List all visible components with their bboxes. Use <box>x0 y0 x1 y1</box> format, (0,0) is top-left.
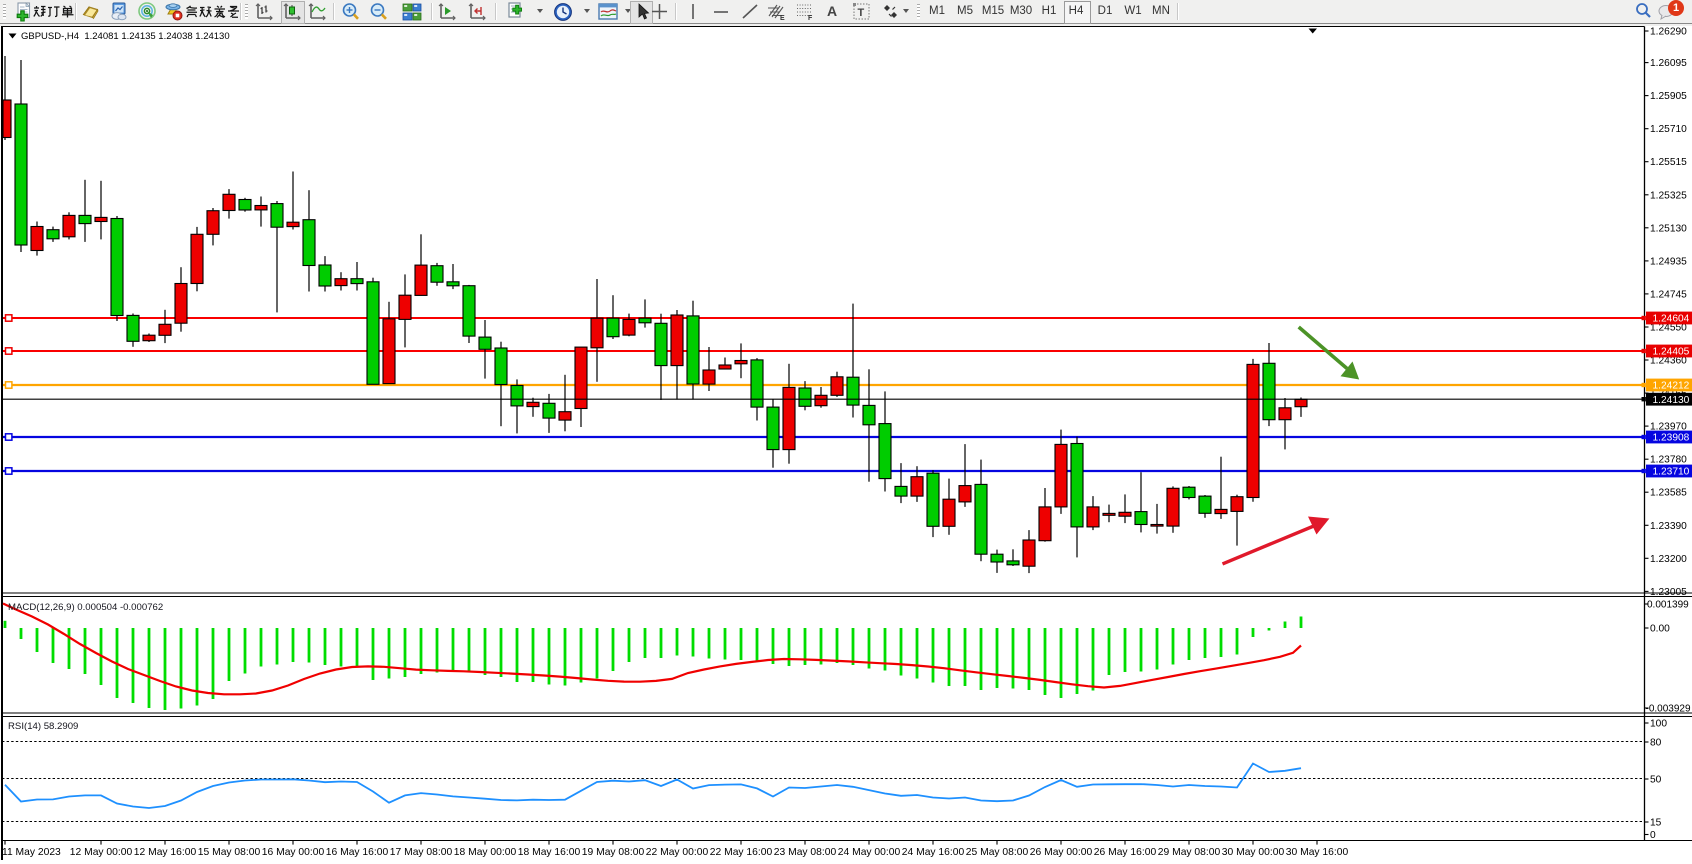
svg-text:E: E <box>780 15 785 22</box>
svg-text:0.001399: 0.001399 <box>1647 600 1689 611</box>
svg-text:-0.003929: -0.003929 <box>1646 704 1691 715</box>
svg-text:24 May 16:00: 24 May 16:00 <box>902 847 965 858</box>
svg-text:1.26095: 1.26095 <box>1650 58 1687 69</box>
svg-text:25 May 08:00: 25 May 08:00 <box>966 847 1029 858</box>
svg-text:12 May 00:00: 12 May 00:00 <box>70 847 133 858</box>
svg-text:1.23970: 1.23970 <box>1650 422 1687 433</box>
svg-text:1.23780: 1.23780 <box>1650 455 1687 466</box>
svg-text:1.24212: 1.24212 <box>1653 381 1690 392</box>
svg-text:1.25515: 1.25515 <box>1650 157 1687 168</box>
svg-text:1.23005: 1.23005 <box>1650 587 1687 598</box>
svg-text:0: 0 <box>1650 830 1656 841</box>
svg-text:1.25130: 1.25130 <box>1650 223 1687 234</box>
svg-text:F: F <box>808 15 813 22</box>
svg-text:15: 15 <box>1650 818 1662 829</box>
svg-text:22 May 00:00: 22 May 00:00 <box>646 847 709 858</box>
svg-text:1.25905: 1.25905 <box>1650 91 1687 102</box>
svg-text:16 May 16:00: 16 May 16:00 <box>326 847 389 858</box>
svg-text:1.24130: 1.24130 <box>1653 395 1690 406</box>
svg-text:1.23200: 1.23200 <box>1650 554 1687 565</box>
svg-text:1.26290: 1.26290 <box>1650 27 1687 38</box>
svg-text:1.25710: 1.25710 <box>1650 124 1687 135</box>
svg-text:29 May 08:00: 29 May 08:00 <box>1158 847 1221 858</box>
svg-text:18 May 00:00: 18 May 00:00 <box>454 847 517 858</box>
svg-text:17 May 08:00: 17 May 08:00 <box>390 847 453 858</box>
svg-text:26 May 00:00: 26 May 00:00 <box>1030 847 1093 858</box>
svg-text:1.24745: 1.24745 <box>1650 289 1687 300</box>
svg-text:30 May 16:00: 30 May 16:00 <box>1286 847 1349 858</box>
svg-text:30 May 00:00: 30 May 00:00 <box>1222 847 1285 858</box>
svg-text:100: 100 <box>1650 719 1667 730</box>
svg-text:19 May 08:00: 19 May 08:00 <box>582 847 645 858</box>
svg-text:24 May 00:00: 24 May 00:00 <box>838 847 901 858</box>
svg-text:26 May 16:00: 26 May 16:00 <box>1094 847 1157 858</box>
svg-text:1.23390: 1.23390 <box>1650 521 1687 532</box>
svg-text:1.24360: 1.24360 <box>1650 356 1687 367</box>
svg-text:RSI(14) 58.2909: RSI(14) 58.2909 <box>8 721 78 732</box>
svg-text:0.00: 0.00 <box>1650 624 1670 635</box>
svg-text:1.24550: 1.24550 <box>1650 323 1687 334</box>
svg-text:22 May 16:00: 22 May 16:00 <box>710 847 773 858</box>
svg-text:1.25325: 1.25325 <box>1650 190 1687 201</box>
svg-text:1.24604: 1.24604 <box>1653 314 1690 325</box>
svg-text:GBPUSD-,H4 1.24081 1.24135 1.: GBPUSD-,H4 1.24081 1.24135 1.24038 1.241… <box>21 31 230 42</box>
svg-text:15 May 08:00: 15 May 08:00 <box>198 847 261 858</box>
svg-text:1.23585: 1.23585 <box>1650 488 1687 499</box>
svg-text:23 May 08:00: 23 May 08:00 <box>774 847 837 858</box>
svg-text:T: T <box>858 7 865 19</box>
svg-text:1.23710: 1.23710 <box>1653 467 1690 478</box>
svg-text:80: 80 <box>1650 738 1662 749</box>
svg-text:MACD(12,26,9) 0.000504 -0.0007: MACD(12,26,9) 0.000504 -0.000762 <box>8 602 163 613</box>
svg-text:16 May 00:00: 16 May 00:00 <box>262 847 325 858</box>
svg-text:50: 50 <box>1650 775 1662 786</box>
svg-text:1.23908: 1.23908 <box>1653 433 1690 444</box>
svg-text:1.24935: 1.24935 <box>1650 256 1687 267</box>
svg-text:18 May 16:00: 18 May 16:00 <box>518 847 581 858</box>
svg-text:11 May 2023: 11 May 2023 <box>2 847 61 858</box>
svg-text:12 May 16:00: 12 May 16:00 <box>134 847 197 858</box>
svg-text:1.24405: 1.24405 <box>1653 347 1690 358</box>
